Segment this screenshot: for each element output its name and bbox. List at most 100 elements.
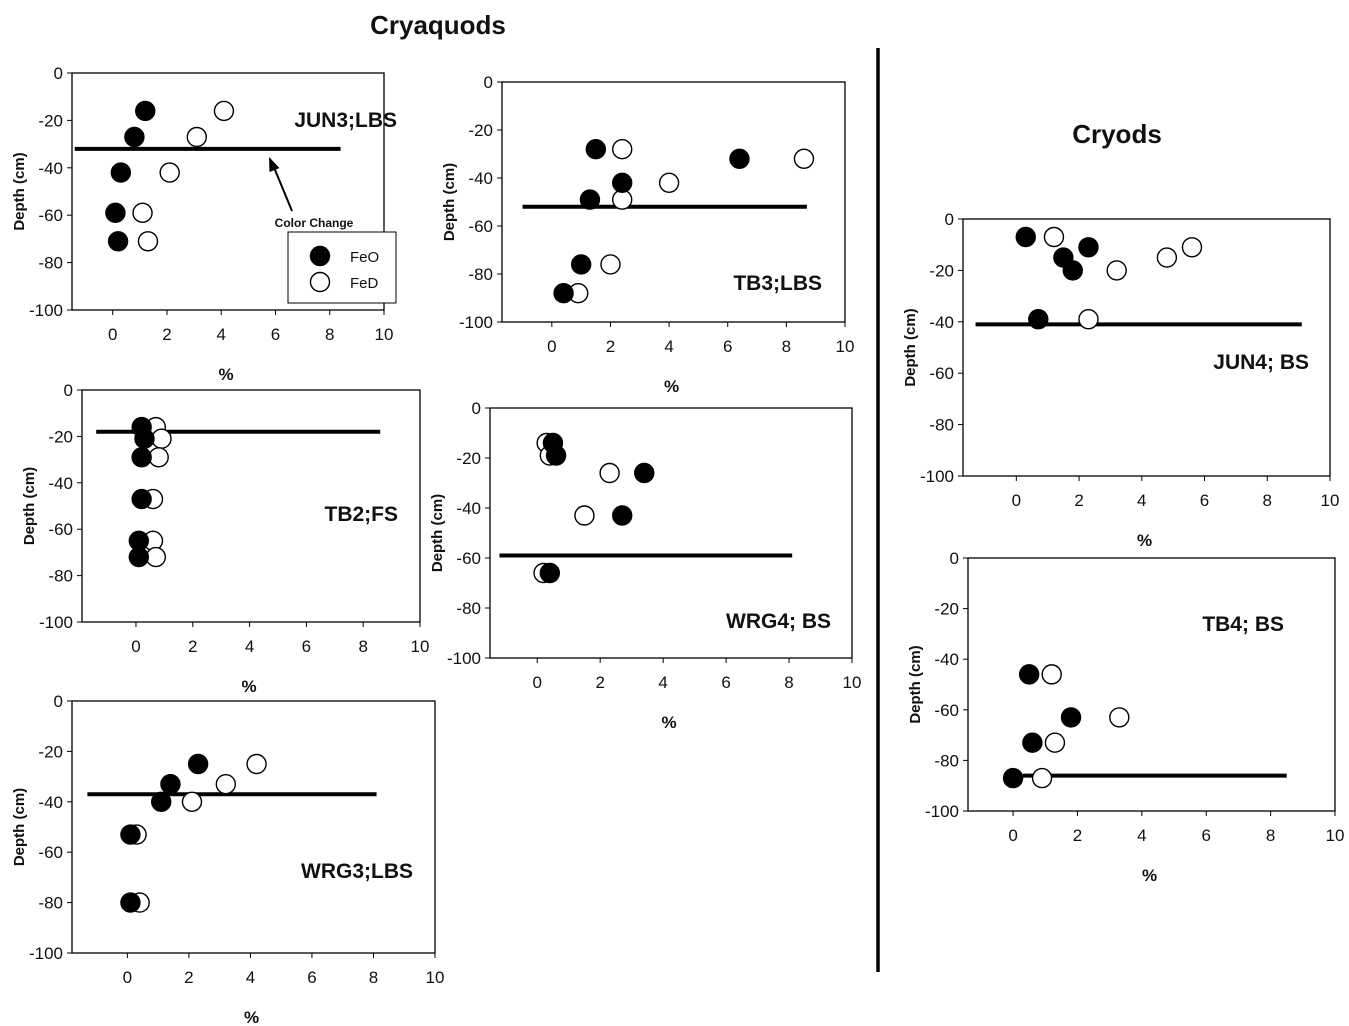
y-tick-label: -40 bbox=[48, 474, 73, 493]
panel-title: TB3;LBS bbox=[733, 272, 822, 295]
x-tick-label: 6 bbox=[1201, 826, 1210, 845]
color-change-annotation: Color Change bbox=[275, 216, 354, 230]
y-tick-label: -80 bbox=[38, 894, 63, 913]
x-tick-label: 6 bbox=[307, 968, 316, 987]
x-tick-label: 8 bbox=[1263, 491, 1272, 510]
x-tick-label: 0 bbox=[108, 325, 117, 344]
x-tick-label: 6 bbox=[302, 637, 311, 656]
x-tick-label: 8 bbox=[325, 325, 334, 344]
y-tick-label: -100 bbox=[39, 613, 73, 632]
x-tick-label: 0 bbox=[1008, 826, 1017, 845]
y-tick-label: -60 bbox=[929, 364, 954, 383]
feo-point bbox=[110, 162, 132, 183]
y-tick-label: 0 bbox=[54, 64, 63, 83]
y-axis-label: Depth (cm) bbox=[429, 494, 446, 572]
x-tick-label: 10 bbox=[1321, 491, 1340, 510]
x-tick-label: 2 bbox=[606, 337, 615, 356]
fed-point bbox=[611, 138, 633, 160]
x-axis-label: % bbox=[241, 677, 256, 696]
x-tick-label: 8 bbox=[369, 968, 378, 987]
x-tick-label: 4 bbox=[1137, 491, 1146, 510]
fed-point bbox=[1031, 767, 1053, 789]
fed-point bbox=[159, 162, 180, 183]
x-tick-label: 4 bbox=[216, 325, 225, 344]
panel-title: JUN4; BS bbox=[1213, 351, 1309, 374]
plot-frame bbox=[489, 407, 853, 659]
feo-point bbox=[120, 892, 141, 913]
y-tick-label: -20 bbox=[38, 111, 63, 130]
x-tick-label: 2 bbox=[162, 325, 171, 344]
y-tick-label: -80 bbox=[38, 254, 63, 273]
feo-point bbox=[151, 791, 172, 812]
feo-point bbox=[1060, 707, 1082, 728]
feo-point bbox=[1015, 226, 1036, 248]
plot-frame bbox=[962, 218, 1331, 477]
fed-point bbox=[1078, 309, 1099, 330]
legend-feo-label: FeO bbox=[350, 249, 379, 266]
x-tick-label: 2 bbox=[184, 968, 193, 987]
x-tick-label: 6 bbox=[721, 673, 730, 692]
y-tick-label: -60 bbox=[934, 701, 959, 720]
fed-point bbox=[1106, 260, 1127, 281]
y-tick-label: -40 bbox=[456, 499, 481, 518]
y-tick-label: -80 bbox=[468, 265, 493, 284]
y-tick-label: 0 bbox=[54, 692, 63, 711]
y-axis-label: Depth (cm) bbox=[902, 308, 919, 386]
x-axis-label: % bbox=[218, 365, 233, 384]
fed-point bbox=[151, 428, 172, 449]
feo-point bbox=[1062, 260, 1083, 281]
x-tick-label: 2 bbox=[1073, 826, 1082, 845]
feo-point bbox=[105, 202, 126, 224]
panel-title: TB4; BS bbox=[1202, 613, 1284, 636]
x-tick-label: 0 bbox=[123, 968, 132, 987]
feo-point bbox=[124, 126, 145, 148]
x-tick-label: 0 bbox=[547, 337, 556, 356]
fed-point bbox=[1156, 247, 1178, 268]
x-tick-label: 8 bbox=[784, 673, 793, 692]
x-tick-label: 0 bbox=[532, 673, 541, 692]
feo-point bbox=[553, 283, 574, 304]
y-tick-label: -80 bbox=[456, 599, 481, 618]
x-tick-label: 10 bbox=[426, 968, 445, 987]
plot-frame bbox=[81, 389, 421, 623]
x-tick-label: 6 bbox=[723, 337, 732, 356]
feo-point bbox=[131, 447, 152, 468]
plot-frame bbox=[71, 72, 385, 311]
y-tick-label: -40 bbox=[929, 313, 954, 332]
x-tick-label: 4 bbox=[245, 637, 254, 656]
y-tick-label: -40 bbox=[38, 159, 63, 178]
panel-title: WRG4; BS bbox=[726, 610, 831, 633]
x-tick-label: 0 bbox=[1012, 491, 1021, 510]
fed-point bbox=[145, 546, 167, 568]
x-axis-label: % bbox=[664, 377, 679, 396]
x-tick-label: 10 bbox=[375, 325, 394, 344]
y-tick-label: 0 bbox=[484, 73, 493, 92]
y-tick-label: -20 bbox=[934, 600, 959, 619]
fed-point bbox=[1181, 237, 1203, 258]
feo-point bbox=[545, 445, 567, 466]
x-tick-label: 10 bbox=[1326, 826, 1345, 845]
fed-point bbox=[1109, 707, 1130, 728]
fed-point bbox=[132, 202, 153, 224]
feo-point bbox=[1078, 237, 1099, 258]
x-tick-label: 8 bbox=[1266, 826, 1275, 845]
plot-frame bbox=[71, 700, 436, 954]
y-axis-label: Depth (cm) bbox=[21, 467, 38, 545]
y-tick-label: -40 bbox=[38, 793, 63, 812]
chart-wrg3: 0 -20 -40 -60 -80 -100 0 2 4 6 8 10% Depth (cm) WRG3;… bbox=[11, 692, 444, 1026]
cryaquods-header: Cryaquods bbox=[370, 10, 506, 40]
feo-point bbox=[107, 231, 129, 252]
y-tick-label: -40 bbox=[934, 650, 959, 669]
y-tick-label: -60 bbox=[38, 206, 63, 225]
y-tick-label: -20 bbox=[38, 742, 63, 761]
feo-point bbox=[1002, 767, 1024, 789]
fed-point bbox=[215, 773, 237, 795]
y-axis-label: Depth (cm) bbox=[11, 152, 28, 230]
y-axis-label: Depth (cm) bbox=[441, 163, 458, 241]
x-tick-label: 2 bbox=[188, 637, 197, 656]
fed-point bbox=[1044, 732, 1066, 753]
legend-feo-marker bbox=[309, 245, 331, 267]
x-tick-label: 10 bbox=[411, 637, 430, 656]
x-tick-label: 10 bbox=[843, 673, 862, 692]
y-tick-label: -20 bbox=[929, 261, 954, 280]
